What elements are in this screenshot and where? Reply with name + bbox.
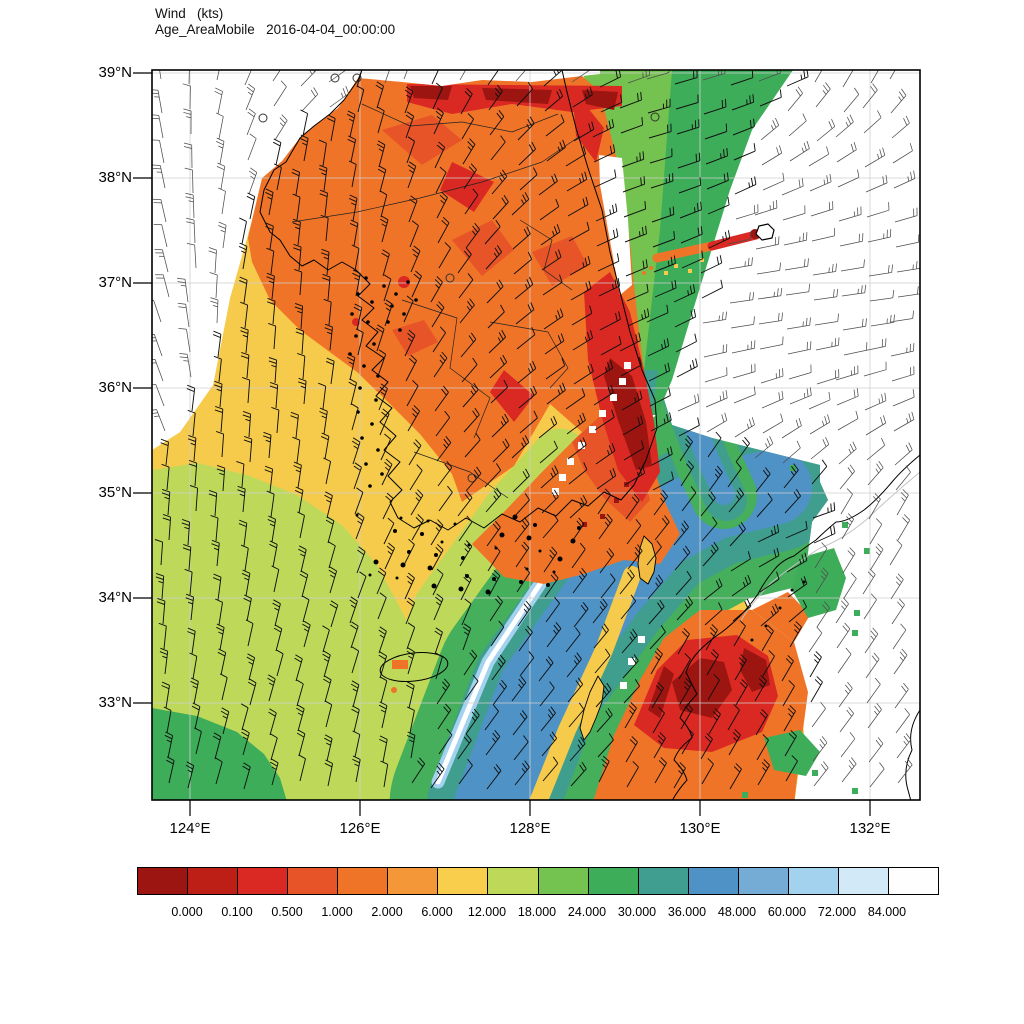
lat-axis-label: 36°N [98,379,132,396]
colorbar-cell [138,868,189,894]
lat-axis-label: 33°N [98,694,132,711]
colorbar-cell [788,868,839,894]
lat-axis-label: 34°N [98,589,132,606]
white-east-bay [658,228,828,468]
ulleungdo-island [755,223,775,241]
colorbar-cell [488,868,539,894]
colorbar-cell [388,868,439,894]
korea-orange-red [248,76,680,584]
colorbar-cell [538,868,589,894]
colorbar-cell [638,868,689,894]
axis-ticks [133,72,871,816]
small-islets [750,580,806,642]
colorbar-tick-label: 48.000 [717,905,757,919]
colorbar-cell [438,868,489,894]
colorbar-cell [688,868,739,894]
colorbar-tick-label: 6.000 [421,905,453,919]
colorbar-tick-label: 30.000 [617,905,657,919]
plot-subtitle: Age_AreaMobile 2016-04-04_00:00:00 [155,22,396,37]
graticule [152,70,920,800]
map-plot [133,69,921,816]
colorbar-cell [738,868,789,894]
colorbar-tick-label: 0.500 [271,905,303,919]
ulleungdo-streak [642,229,761,275]
jeju-island [379,651,449,683]
calm-wind-circles [258,73,660,483]
white-nodata-layer [152,70,645,689]
colorbar-tick-label: 18.000 [517,905,557,919]
plot-title: Wind (kts) [155,6,224,21]
colorbar-cell [838,868,889,894]
lat-axis-label: 37°N [98,274,132,291]
colorbar-cell [588,868,639,894]
colorbar-tick-label: 1.000 [321,905,353,919]
kyushu-maximum [593,592,810,800]
colorbar-tick-label: 84.000 [867,905,907,919]
contour-fill-layer [152,70,920,800]
coastline-layer [258,70,920,800]
green-sw-corner [152,708,287,800]
province-boundaries [291,103,581,499]
lon-axis-label: 126°E [339,820,381,837]
lon-axis-label: 130°E [679,820,721,837]
colorbar-tick-label: 72.000 [817,905,857,919]
colorbar-tick-label: 24.000 [567,905,607,919]
colorbar-tick-label: 2.000 [371,905,403,919]
colorbar-tick-label: 0.100 [221,905,253,919]
colorbar-tick-label: 60.000 [767,905,807,919]
colorbar-cell [288,868,339,894]
lon-axis-label: 132°E [849,820,891,837]
goto-island [579,675,605,741]
colorbar-tick-label: 36.000 [667,905,707,919]
colorbar [137,867,939,895]
lat-axis-label: 38°N [98,169,132,186]
colorbar-cell [888,868,938,894]
lon-axis-label: 128°E [509,820,551,837]
colorbar-tick-label: 12.000 [467,905,507,919]
colorbar-cell [238,868,289,894]
colorbar-tick-label: 0.000 [171,905,203,919]
wind-barbs-layer [152,70,920,790]
lat-axis-label: 35°N [98,484,132,501]
colorbar-cell [338,868,389,894]
lon-axis-label: 124°E [169,820,211,837]
map-border [151,69,921,801]
lat-axis-label: 39°N [98,64,132,81]
colorbar-cell [188,868,239,894]
